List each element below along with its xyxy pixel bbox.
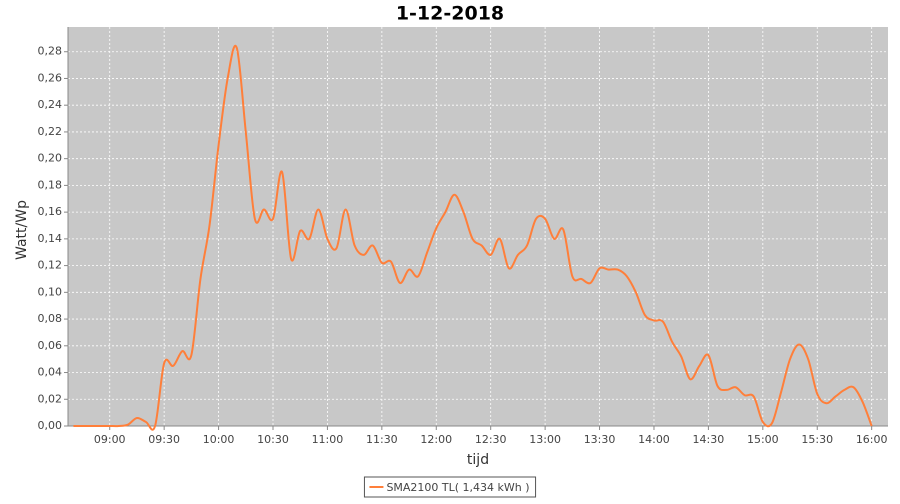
x-tick-label: 11:30	[366, 433, 398, 446]
y-tick-label: 0,02	[38, 392, 63, 405]
x-tick-label: 09:00	[94, 433, 126, 446]
x-tick-label: 15:00	[747, 433, 779, 446]
x-axis-label: tijd	[467, 452, 489, 468]
y-tick-label: 0,24	[38, 98, 63, 111]
y-tick-label: 0,20	[38, 152, 63, 165]
x-tick-label: 10:00	[203, 433, 235, 446]
y-tick-label: 0,00	[38, 419, 63, 432]
y-tick-label: 0,16	[38, 205, 63, 218]
x-tick-label: 16:00	[856, 433, 888, 446]
x-tick-label: 15:30	[801, 433, 833, 446]
y-tick-label: 0,22	[38, 125, 63, 138]
x-tick-label: 12:30	[475, 433, 507, 446]
plot-area	[68, 27, 888, 426]
x-tick-label: 14:00	[638, 433, 670, 446]
y-tick-label: 0,12	[38, 259, 63, 272]
x-tick-label: 13:00	[529, 433, 561, 446]
x-tick-label: 12:00	[420, 433, 452, 446]
x-tick-label: 11:00	[312, 433, 344, 446]
y-tick-label: 0,28	[38, 45, 63, 58]
chart-title: 1-12-2018	[396, 3, 504, 25]
y-tick-label: 0,10	[38, 285, 63, 298]
y-tick-label: 0,18	[38, 178, 63, 191]
y-tick-label: 0,06	[38, 339, 63, 352]
y-tick-label: 0,26	[38, 71, 63, 84]
series-line	[73, 44, 873, 431]
legend-label: SMA2100 TL( 1,434 kWh )	[386, 481, 529, 494]
legend-box	[363, 476, 537, 498]
y-tick-label: 0,04	[38, 366, 63, 379]
y-tick-label: 0,08	[38, 312, 63, 325]
x-tick-label: 14:30	[693, 433, 725, 446]
y-tick-label: 0,14	[38, 232, 63, 245]
y-axis-label: Watt/Wp	[14, 200, 30, 260]
x-tick-label: 10:30	[257, 433, 289, 446]
x-tick-label: 09:30	[148, 433, 180, 446]
x-tick-label: 13:30	[584, 433, 616, 446]
